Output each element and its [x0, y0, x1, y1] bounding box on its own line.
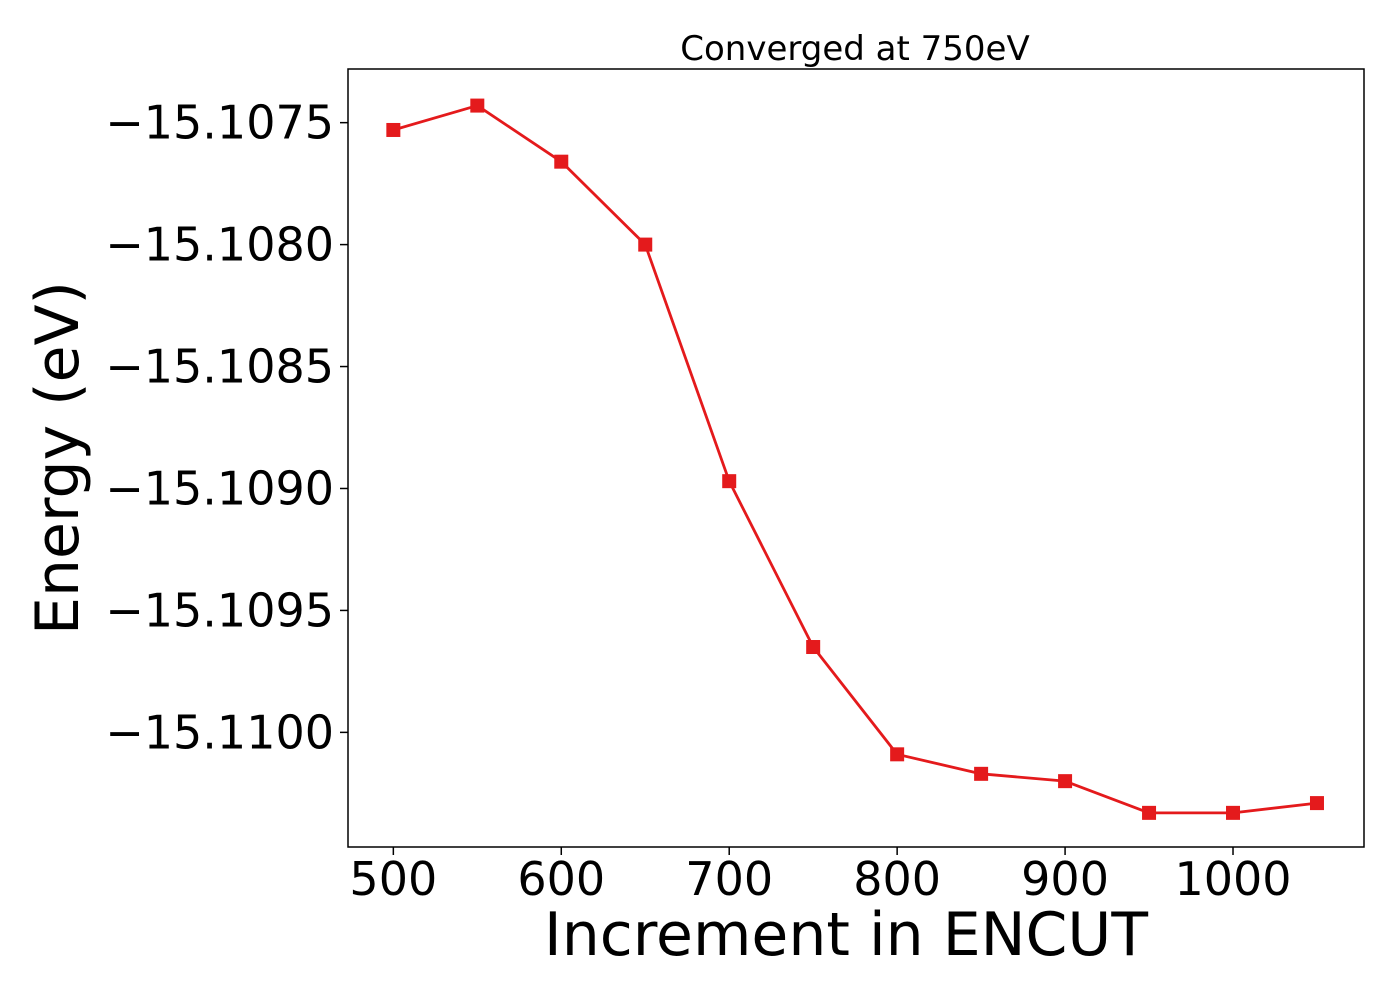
x-tick-label: 900 [1021, 852, 1109, 906]
data-point-marker [470, 98, 485, 113]
x-tick-label: 700 [685, 852, 773, 906]
data-point-marker [1058, 774, 1073, 789]
data-point-marker [974, 766, 989, 781]
y-axis-label: Energy (eV) [23, 281, 93, 635]
x-tick-label: 600 [517, 852, 605, 906]
data-point-marker [806, 640, 821, 655]
y-tick-label: −15.1095 [105, 583, 334, 637]
data-point-marker [722, 474, 737, 489]
data-point-marker [1309, 796, 1324, 811]
series-line [392, 104, 1318, 815]
x-axis-ticks: 500 600 700 800 900 1000 [349, 847, 1292, 906]
data-point-marker [386, 122, 401, 137]
x-tick-label: 500 [349, 852, 437, 906]
y-tick-label: −15.1090 [105, 461, 334, 515]
y-tick-label: −15.1085 [105, 340, 334, 394]
chart-title: Converged at 750eV [680, 29, 1029, 69]
data-point-marker [1142, 805, 1157, 820]
y-tick-label: −15.1100 [105, 705, 334, 759]
y-tick-label: −15.1075 [105, 96, 334, 150]
data-point-marker [890, 747, 905, 762]
data-point-marker [1226, 805, 1241, 820]
series-markers [386, 98, 1324, 820]
x-tick-label: 800 [853, 852, 941, 906]
y-tick-label: −15.1080 [105, 218, 334, 272]
data-point-marker [638, 237, 653, 252]
x-tick-label: 1000 [1174, 852, 1291, 906]
y-axis-ticks: −15.1075 −15.1080 −15.1085 −15.1090 −15.1095… [105, 96, 348, 759]
x-axis-label: Increment in ENCUT [544, 900, 1148, 970]
plot-area [347, 68, 1365, 848]
data-point-marker [554, 154, 569, 169]
